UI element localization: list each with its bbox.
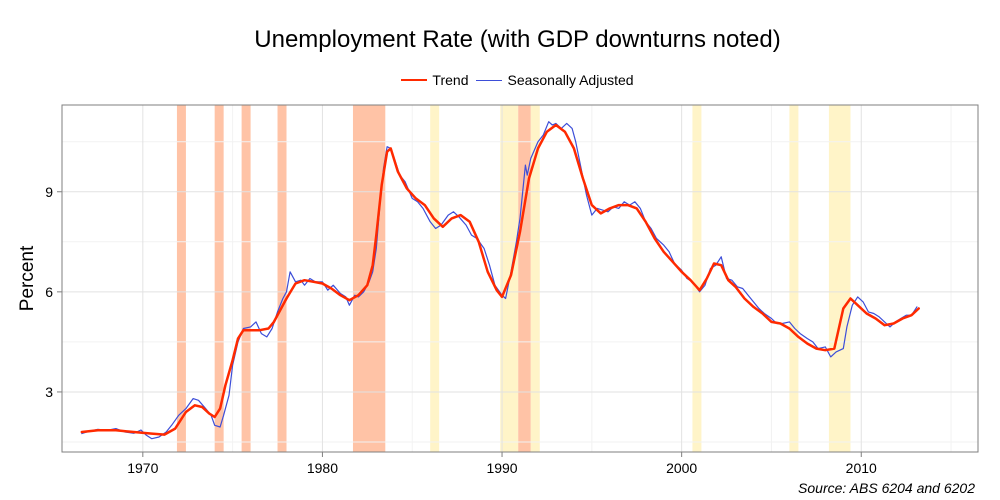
x-tick-label: 1980 bbox=[307, 460, 338, 476]
trend-line bbox=[80, 123, 920, 436]
shaded-period bbox=[518, 105, 531, 452]
shaded-period bbox=[214, 105, 224, 452]
shaded-period bbox=[430, 105, 440, 452]
legend-item-trend: Trend bbox=[401, 72, 468, 88]
y-tick-label: 6 bbox=[45, 284, 53, 300]
x-tick-label: 2010 bbox=[846, 460, 877, 476]
chart-title: Unemployment Rate (with GDP downturns no… bbox=[254, 26, 781, 53]
shaded-period bbox=[530, 105, 540, 452]
shaded-period bbox=[176, 105, 186, 452]
legend-label-trend: Trend bbox=[432, 72, 469, 88]
x-tick-label: 1990 bbox=[486, 460, 517, 476]
source-note: Source: ABS 6204 and 6202 bbox=[798, 480, 975, 496]
y-axis-label: Percent bbox=[17, 245, 38, 311]
shaded-period bbox=[789, 105, 799, 452]
shaded-period bbox=[277, 105, 287, 452]
plot-border bbox=[61, 104, 979, 453]
legend: Trend Seasonally Adjusted bbox=[0, 72, 1000, 88]
shaded-period bbox=[241, 105, 251, 452]
legend-label-seasonally-adjusted: Seasonally Adjusted bbox=[507, 72, 634, 88]
legend-swatch-trend bbox=[401, 79, 428, 81]
shaded-period bbox=[828, 105, 851, 452]
y-tick-label: 9 bbox=[45, 184, 53, 200]
x-tick-label: 2000 bbox=[666, 460, 697, 476]
legend-item-seasonally-adjusted: Seasonally Adjusted bbox=[476, 72, 634, 88]
y-tick-label: 3 bbox=[45, 384, 53, 400]
shaded-period bbox=[692, 105, 702, 452]
legend-swatch-seasonally-adjusted bbox=[476, 79, 503, 81]
x-tick-label: 1970 bbox=[127, 460, 158, 476]
